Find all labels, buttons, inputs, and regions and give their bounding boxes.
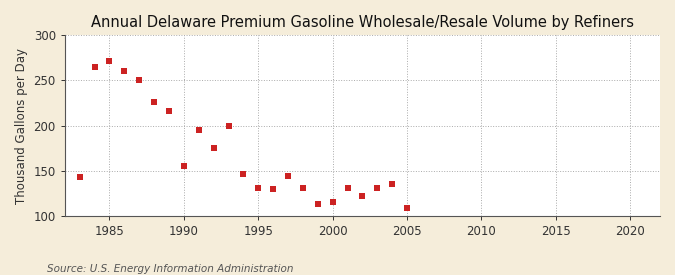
Point	[357, 194, 368, 198]
Point	[74, 175, 85, 179]
Point	[402, 206, 412, 210]
Point	[163, 109, 174, 113]
Point	[268, 187, 279, 191]
Point	[223, 123, 234, 128]
Point	[298, 186, 308, 190]
Point	[283, 174, 294, 178]
Point	[372, 186, 383, 190]
Point	[238, 171, 249, 176]
Point	[342, 186, 353, 190]
Text: Source: U.S. Energy Information Administration: Source: U.S. Energy Information Administ…	[47, 264, 294, 274]
Point	[104, 58, 115, 63]
Y-axis label: Thousand Gallons per Day: Thousand Gallons per Day	[15, 48, 28, 204]
Point	[387, 182, 398, 186]
Point	[208, 146, 219, 150]
Point	[327, 199, 338, 204]
Point	[178, 164, 189, 169]
Point	[313, 202, 323, 207]
Point	[193, 128, 204, 132]
Point	[253, 186, 264, 190]
Point	[119, 68, 130, 73]
Title: Annual Delaware Premium Gasoline Wholesale/Resale Volume by Refiners: Annual Delaware Premium Gasoline Wholesa…	[91, 15, 634, 30]
Point	[89, 65, 100, 69]
Point	[134, 78, 144, 83]
Point	[148, 100, 159, 104]
